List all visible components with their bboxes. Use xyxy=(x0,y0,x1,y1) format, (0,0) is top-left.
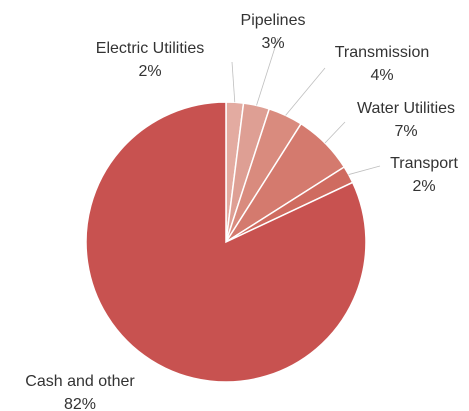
leader-lines xyxy=(231,37,381,175)
slice-category-label: Electric Utilities xyxy=(96,40,204,57)
slice-value-label: 4% xyxy=(370,67,393,84)
slice-category-label: Cash and other xyxy=(25,373,135,390)
slice-value-label: 7% xyxy=(394,123,417,140)
leader-line xyxy=(348,165,381,175)
pie-slices xyxy=(85,101,367,383)
leader-line xyxy=(324,121,346,144)
slice-labels: Electric Utilities 2% Pipelines 3% Transmiss… xyxy=(25,12,458,411)
slice-category-label: Transmission xyxy=(335,44,430,61)
slice-value-label: 82% xyxy=(64,396,96,411)
slice-value-label: 2% xyxy=(138,63,161,80)
leader-line xyxy=(256,37,279,106)
slice-value-label: 3% xyxy=(261,35,284,52)
slice-category-label: Transport xyxy=(390,155,458,172)
leader-line xyxy=(231,61,236,103)
leader-line xyxy=(285,67,326,116)
slice-category-label: Water Utilities xyxy=(357,100,455,117)
slice-category-label: Pipelines xyxy=(241,12,306,29)
slice-value-label: 2% xyxy=(412,178,435,195)
pie-slice-cash-and-other xyxy=(85,101,367,383)
